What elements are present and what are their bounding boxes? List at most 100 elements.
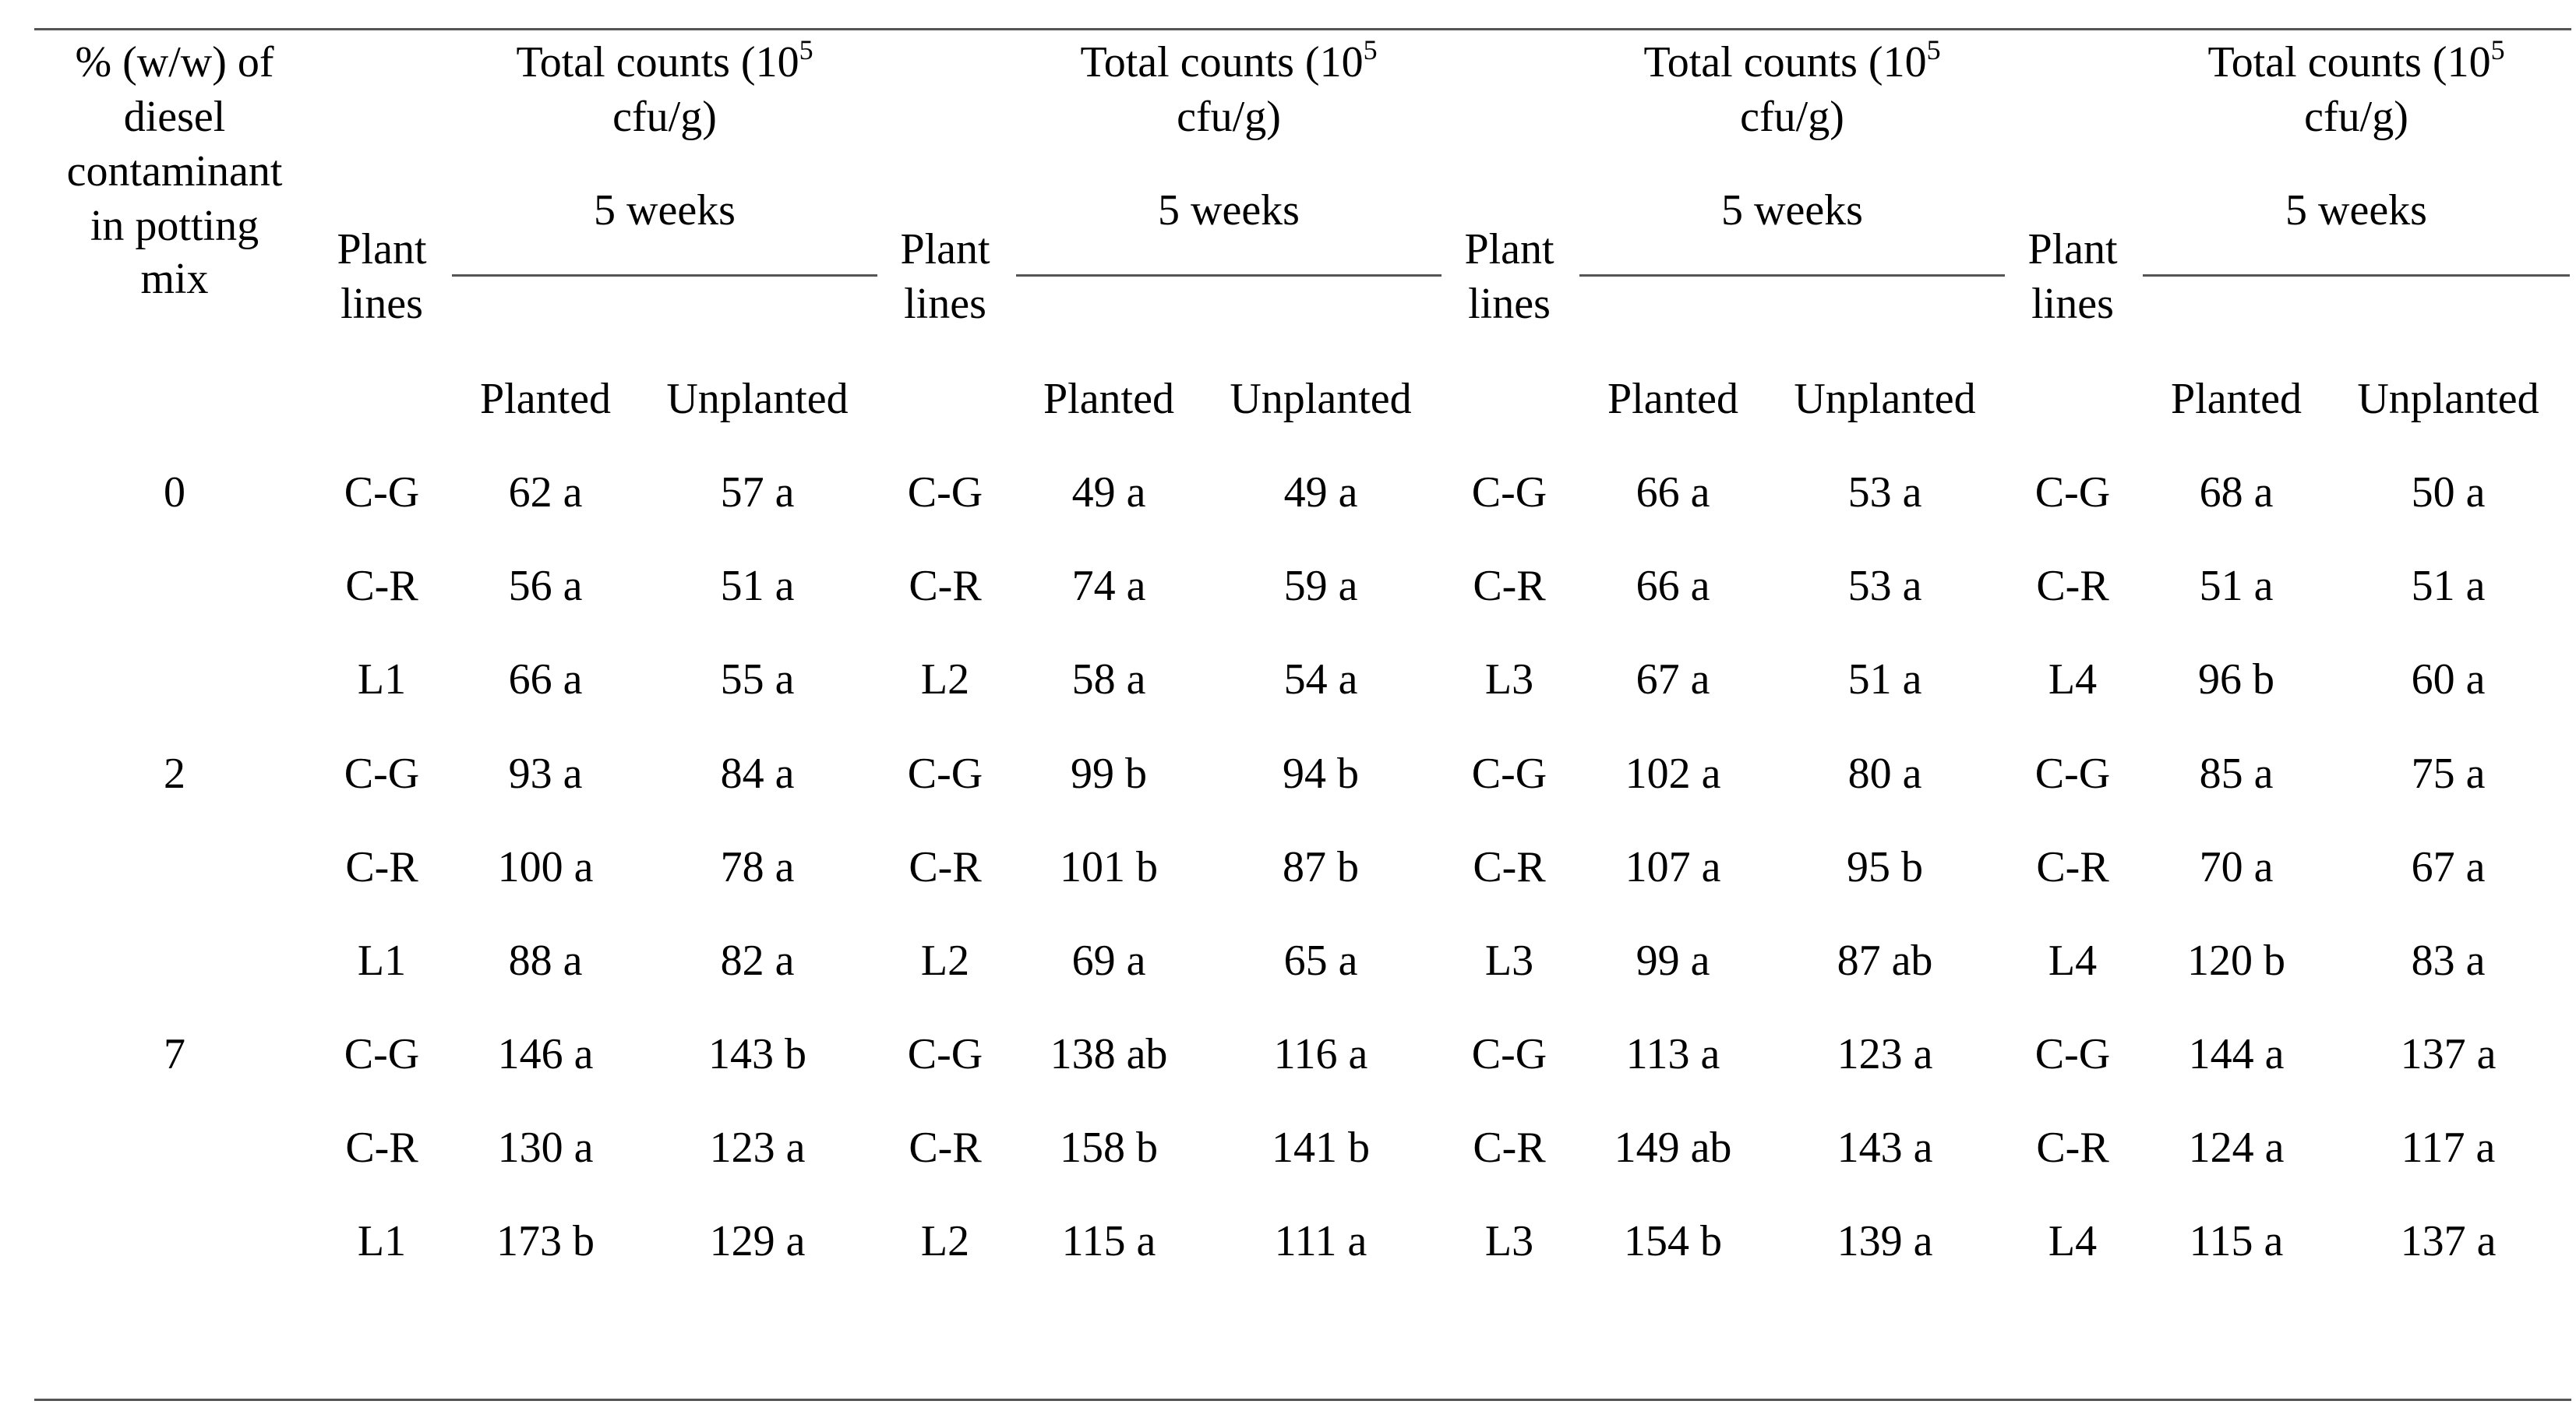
plant-line-cell: C-R (345, 1124, 418, 1172)
unplanted-value-cell: 57 a (720, 468, 795, 517)
unplanted-value-cell: 65 a (1283, 937, 1358, 985)
planted-header: Planted (1043, 375, 1174, 423)
total-counts-prefix: Total counts (10 (1643, 38, 1927, 86)
plant-line-cell: C-G (907, 750, 983, 798)
unplanted-value-cell: 51 a (1847, 655, 1922, 704)
plant-line-cell: C-G (907, 1030, 983, 1078)
unplanted-value-cell: 49 a (1283, 468, 1358, 517)
plant-lines-header-line: Plant (900, 225, 990, 273)
plant-line-cell: C-G (2034, 468, 2111, 517)
contaminant-header-line: contaminant (66, 147, 283, 196)
duration-header: 5 weeks (594, 186, 736, 235)
unplanted-value-cell: 123 a (709, 1124, 806, 1172)
planted-value-cell: 120 b (2187, 937, 2285, 985)
planted-value-cell: 68 a (2199, 468, 2274, 517)
plant-line-cell: C-G (2034, 750, 2111, 798)
unplanted-value-cell: 51 a (720, 562, 795, 610)
planted-value-cell: 85 a (2199, 750, 2274, 798)
plant-line-cell: C-R (2036, 1124, 2109, 1172)
planted-value-cell: 66 a (508, 655, 583, 704)
plant-line-cell: C-R (2036, 562, 2109, 610)
total-counts-exponent: 5 (1363, 34, 1378, 65)
unplanted-value-cell: 50 a (2411, 468, 2486, 517)
plant-line-cell: C-G (344, 750, 420, 798)
unplanted-value-cell: 82 a (720, 937, 795, 985)
plant-lines-header-line: Plant (337, 225, 427, 273)
total-counts-header: Total counts (105 (2123, 35, 2576, 90)
unplanted-value-cell: 53 a (1847, 468, 1922, 517)
unplanted-header: Unplanted (1794, 375, 1976, 423)
plant-line-cell: C-G (1471, 1030, 1547, 1078)
planted-value-cell: 100 a (497, 843, 594, 891)
plant-line-cell: C-R (909, 1124, 982, 1172)
unplanted-value-cell: 137 a (2400, 1217, 2497, 1265)
unplanted-header: Unplanted (666, 375, 849, 423)
planted-value-cell: 74 a (1071, 562, 1146, 610)
duration-header: 5 weeks (1158, 186, 1300, 235)
planted-header: Planted (1607, 375, 1738, 423)
unplanted-value-cell: 117 a (2401, 1124, 2496, 1172)
unplanted-header: Unplanted (2357, 375, 2539, 423)
total-counts-header: Total counts (105 (431, 35, 898, 90)
unplanted-value-cell: 123 a (1837, 1030, 1933, 1078)
total-counts-header: Total counts (105 (995, 35, 1463, 90)
unplanted-value-cell: 137 a (2400, 1030, 2497, 1078)
total-counts-exponent: 5 (2490, 34, 2505, 65)
unplanted-header: Unplanted (1230, 375, 1412, 423)
planted-value-cell: 49 a (1071, 468, 1146, 517)
unplanted-value-cell: 60 a (2411, 655, 2486, 704)
unplanted-value-cell: 83 a (2411, 937, 2486, 985)
contaminant-header-line: % (w/w) of (75, 38, 274, 86)
unplanted-value-cell: 143 a (1837, 1124, 1933, 1172)
planted-value-cell: 115 a (2189, 1217, 2284, 1265)
planted-value-cell: 173 b (496, 1217, 595, 1265)
planted-value-cell: 107 a (1625, 843, 1721, 891)
plant-line-cell: L3 (1484, 1217, 1534, 1265)
plant-line-cell: L1 (357, 937, 407, 985)
plant-lines-header-line: lines (341, 280, 423, 328)
plant-line-cell: L2 (920, 937, 970, 985)
planted-value-cell: 130 a (497, 1124, 594, 1172)
plant-lines-header-line: Plant (2027, 225, 2118, 273)
plant-line-cell: C-G (907, 468, 983, 517)
planted-value-cell: 113 a (1625, 1030, 1720, 1078)
plant-line-cell: C-G (2034, 1030, 2111, 1078)
unplanted-value-cell: 51 a (2411, 562, 2486, 610)
plant-line-cell: L1 (357, 1217, 407, 1265)
plant-line-cell: C-R (2036, 843, 2109, 891)
contaminant-header-line: mix (140, 255, 209, 303)
concentration-cell: 0 (164, 468, 185, 517)
top-rule (34, 28, 2571, 30)
contaminant-header-line: diesel (123, 93, 226, 141)
unplanted-value-cell: 95 b (1847, 843, 1923, 891)
planted-value-cell: 102 a (1625, 750, 1721, 798)
planted-value-cell: 158 b (1060, 1124, 1158, 1172)
plant-line-cell: C-R (1473, 1124, 1546, 1172)
contaminant-header-line: in potting (90, 202, 259, 250)
plant-line-cell: C-R (909, 562, 982, 610)
unplanted-value-cell: 53 a (1847, 562, 1922, 610)
duration-header: 5 weeks (2285, 186, 2427, 235)
duration-underline (452, 274, 877, 277)
planted-value-cell: 93 a (508, 750, 583, 798)
unplanted-value-cell: 54 a (1283, 655, 1358, 704)
total-counts-prefix: Total counts (10 (2207, 38, 2491, 86)
planted-value-cell: 99 b (1071, 750, 1147, 798)
planted-value-cell: 51 a (2199, 562, 2274, 610)
plant-line-cell: C-G (344, 1030, 420, 1078)
unplanted-value-cell: 67 a (2411, 843, 2486, 891)
plant-lines-header-line: lines (1468, 280, 1551, 328)
planted-value-cell: 101 b (1060, 843, 1158, 891)
planted-value-cell: 124 a (2188, 1124, 2285, 1172)
plant-line-cell: L2 (920, 1217, 970, 1265)
planted-value-cell: 144 a (2188, 1030, 2285, 1078)
plant-line-cell: L1 (357, 655, 407, 704)
planted-value-cell: 58 a (1071, 655, 1146, 704)
planted-value-cell: 56 a (508, 562, 583, 610)
duration-underline (1579, 274, 2005, 277)
plant-line-cell: L3 (1484, 655, 1534, 704)
planted-header: Planted (480, 375, 611, 423)
planted-value-cell: 62 a (508, 468, 583, 517)
plant-lines-header-line: Plant (1464, 225, 1554, 273)
plant-line-cell: C-R (1473, 562, 1546, 610)
